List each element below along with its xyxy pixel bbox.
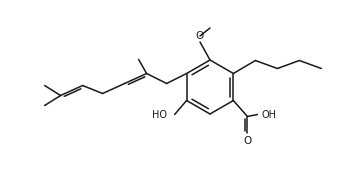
- Text: HO: HO: [152, 110, 166, 120]
- Text: O: O: [196, 31, 204, 41]
- Text: OH: OH: [261, 110, 276, 120]
- Text: O: O: [243, 136, 252, 147]
